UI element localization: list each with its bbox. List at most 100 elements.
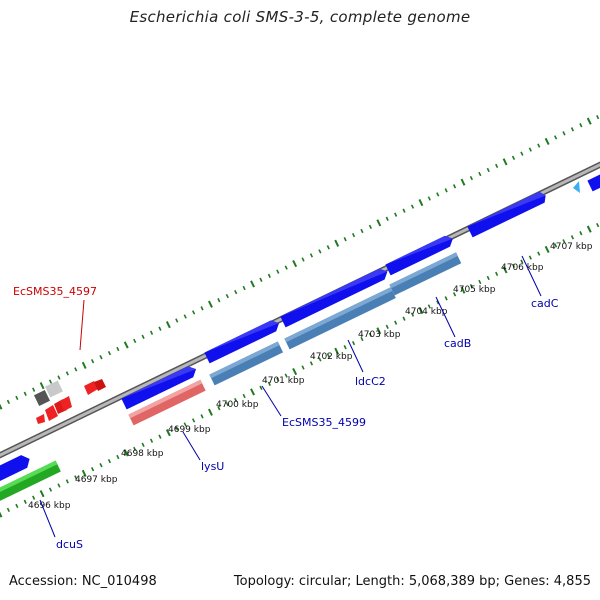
gene-block[interactable] — [209, 341, 284, 386]
inner-tick — [478, 279, 482, 285]
outer-tick — [418, 198, 424, 207]
outer-tick — [360, 228, 364, 234]
outer-tick — [570, 127, 575, 132]
inner-tick — [309, 361, 314, 366]
inner-tick — [225, 401, 229, 407]
gene-label-dcus[interactable]: dcuS — [56, 538, 83, 551]
gene-label-ecsms35-4597[interactable]: EcSMS35_4597 — [13, 285, 97, 298]
gene-arrow[interactable] — [280, 266, 390, 328]
inner-tick — [427, 304, 431, 309]
outer-tick — [301, 257, 305, 262]
gene-block[interactable] — [389, 252, 462, 296]
scale-label: 4698 kbp — [121, 449, 164, 459]
gene-arrow[interactable] — [0, 453, 33, 485]
inner-tick — [123, 449, 129, 457]
outer-tick — [351, 232, 356, 238]
inner-tick — [107, 458, 112, 464]
outer-tick — [57, 375, 61, 380]
genome-summary-text: Topology: circular; Length: 5,068,389 bp… — [233, 574, 591, 589]
gene-label-cadb[interactable]: cadB — [444, 337, 471, 350]
inner-tick — [570, 235, 575, 240]
inner-tick — [48, 487, 53, 492]
outer-tick — [48, 379, 53, 384]
scale-labels: 4696 kbp 4697 kbp 4698 kbp 4699 kbp 4700… — [28, 242, 593, 511]
inner-tick — [208, 408, 213, 416]
inner-tick — [394, 320, 398, 325]
inner-tick — [165, 429, 171, 437]
outer-tick — [133, 338, 137, 344]
outer-tick — [39, 382, 45, 390]
gene-arrow[interactable] — [587, 173, 600, 192]
inner-tick — [217, 406, 221, 411]
scale-label: 4701 kbp — [262, 376, 305, 386]
inner-tick — [133, 446, 137, 452]
outer-tick — [217, 298, 221, 303]
grey-feature[interactable] — [45, 380, 63, 398]
inner-tick — [511, 263, 516, 268]
pseudo-gene-block[interactable] — [128, 379, 206, 426]
outer-tick — [65, 371, 69, 376]
outer-tick — [427, 196, 431, 201]
gene-arrow[interactable] — [204, 318, 281, 364]
gene-arrow[interactable] — [121, 364, 198, 410]
green-gene-block[interactable] — [0, 460, 61, 506]
gene-arrow[interactable] — [385, 233, 455, 276]
map-title: Escherichia coli SMS-3-5, complete genom… — [129, 8, 471, 26]
inner-tick — [436, 300, 440, 305]
scale-label: 4706 kbp — [501, 263, 544, 273]
outer-tick — [242, 285, 246, 291]
inner-tick — [452, 292, 457, 297]
outer-tick — [6, 399, 11, 405]
gene-arrow[interactable] — [467, 190, 548, 238]
inner-tick — [418, 306, 424, 315]
inner-tick — [267, 381, 271, 386]
small-feature-marker[interactable] — [573, 181, 580, 193]
outer-tick — [402, 208, 406, 213]
inner-tick — [596, 222, 600, 228]
inner-tick — [175, 426, 179, 431]
outer-tick — [528, 147, 532, 152]
gene-label-cadc[interactable]: cadC — [531, 297, 559, 310]
inner-tick — [99, 463, 103, 468]
outer-tick — [15, 395, 19, 401]
inner-tick — [553, 243, 558, 248]
scale-label: 4702 kbp — [310, 352, 353, 362]
gene-label-ldcc2[interactable]: ldcC2 — [355, 375, 386, 388]
dark-grey-feature[interactable] — [33, 389, 51, 407]
inner-tick — [149, 438, 154, 443]
inner-tick — [74, 475, 78, 480]
inner-tick — [191, 418, 196, 423]
gene-label-ecsms35-4599[interactable]: EcSMS35_4599 — [282, 416, 366, 429]
outer-tick — [200, 306, 204, 311]
outer-tick — [284, 265, 288, 270]
scale-label: 4705 kbp — [453, 285, 496, 295]
outer-tick — [436, 192, 440, 197]
trna-features[interactable] — [33, 379, 106, 424]
outer-tick — [553, 135, 558, 140]
outer-tick — [81, 361, 87, 369]
outer-tick — [74, 367, 78, 372]
outer-tick — [502, 158, 508, 166]
gene-label-lysu[interactable]: lysU — [201, 460, 224, 473]
outer-tick — [596, 114, 600, 120]
gene-block[interactable] — [284, 287, 396, 350]
inner-tick-track — [0, 222, 600, 518]
outer-tick — [376, 219, 382, 227]
outer-tick — [116, 346, 120, 352]
inner-tick — [326, 353, 330, 358]
inner-tick — [23, 499, 27, 504]
outer-tick — [410, 204, 415, 209]
inner-tick — [520, 259, 524, 264]
outer-tick-track — [0, 114, 600, 410]
outer-tick — [175, 318, 179, 323]
outer-tick — [123, 341, 129, 349]
outer-tick — [326, 245, 330, 250]
outer-tick — [579, 123, 583, 128]
scale-label: 4704 kbp — [405, 307, 448, 317]
outer-tick — [343, 237, 347, 242]
outer-tick — [0, 403, 3, 410]
inner-tick — [6, 507, 11, 513]
inner-tick — [318, 357, 322, 362]
outer-tick — [141, 334, 145, 339]
